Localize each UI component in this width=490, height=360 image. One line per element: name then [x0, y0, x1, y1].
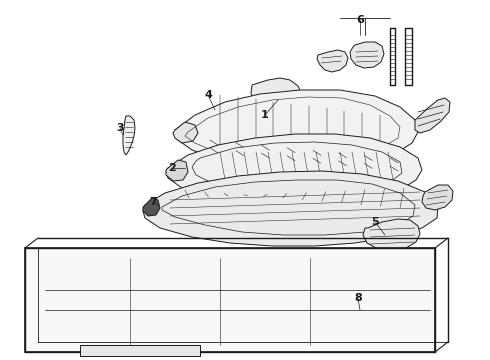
Bar — [315, 285, 375, 300]
Polygon shape — [350, 42, 384, 68]
Polygon shape — [123, 116, 135, 155]
Bar — [315, 262, 375, 282]
Text: 2: 2 — [168, 163, 176, 173]
Bar — [50, 288, 120, 306]
Bar — [130, 260, 210, 285]
Bar — [130, 312, 210, 337]
Text: 3: 3 — [116, 123, 124, 133]
Bar — [32, 302, 40, 310]
Text: 7: 7 — [149, 197, 157, 207]
Polygon shape — [317, 50, 348, 72]
Text: 4: 4 — [204, 90, 212, 100]
Bar — [220, 260, 300, 285]
Text: 6: 6 — [356, 15, 364, 25]
Polygon shape — [25, 248, 435, 352]
Polygon shape — [173, 122, 198, 143]
Bar — [50, 260, 120, 285]
Polygon shape — [166, 160, 188, 181]
Polygon shape — [251, 78, 302, 116]
Polygon shape — [143, 198, 160, 216]
Text: 5: 5 — [371, 217, 379, 227]
Polygon shape — [166, 134, 422, 204]
Polygon shape — [415, 98, 450, 133]
Bar — [32, 280, 40, 288]
Text: 1: 1 — [261, 110, 269, 120]
Bar — [130, 288, 210, 306]
Polygon shape — [422, 185, 453, 210]
Bar — [315, 305, 375, 327]
Polygon shape — [80, 345, 200, 356]
Text: 8: 8 — [354, 293, 362, 303]
Bar — [220, 312, 300, 337]
Polygon shape — [175, 90, 418, 167]
Polygon shape — [143, 171, 438, 246]
Bar — [32, 258, 40, 266]
Bar — [50, 312, 120, 337]
Bar — [32, 325, 40, 333]
Bar — [220, 288, 300, 306]
Polygon shape — [363, 219, 420, 251]
